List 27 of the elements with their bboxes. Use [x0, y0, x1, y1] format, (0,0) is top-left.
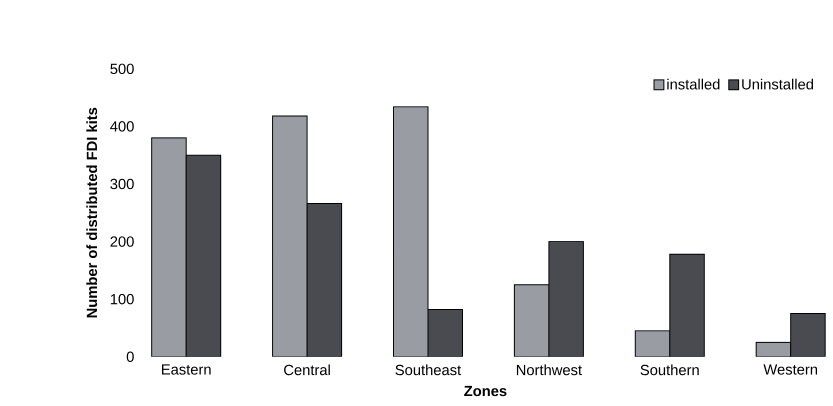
y-tick-label: 200	[110, 236, 134, 247]
x-axis-title: Zones	[464, 386, 507, 396]
y-tick-label: 300	[110, 178, 134, 190]
bar	[272, 115, 308, 357]
x-tick-label: Central	[284, 364, 330, 376]
y-tick-label: 0	[126, 351, 134, 362]
bar	[548, 240, 584, 357]
y-tick-label: 500	[110, 63, 134, 74]
bar	[634, 330, 670, 357]
y-tick-label: 400	[110, 121, 134, 132]
x-tick-label: Southeast	[395, 364, 462, 376]
bar	[392, 106, 428, 357]
legend-label: Uninstalled	[742, 78, 814, 90]
bar	[790, 312, 826, 357]
bar	[669, 254, 705, 357]
bar	[427, 308, 463, 357]
y-axis-title: Number of distributed FDI kits	[86, 108, 98, 318]
x-tick-label: Western	[763, 364, 818, 375]
x-tick-label: Eastern	[162, 364, 211, 375]
legend-label: installed	[667, 78, 720, 90]
bar	[151, 137, 187, 357]
x-tick-label: Southern	[640, 364, 699, 376]
bar	[186, 154, 222, 357]
bar	[514, 284, 550, 357]
x-tick-label: Northwest	[516, 364, 582, 376]
y-tick-label: 100	[110, 294, 134, 304]
bar	[306, 202, 342, 357]
